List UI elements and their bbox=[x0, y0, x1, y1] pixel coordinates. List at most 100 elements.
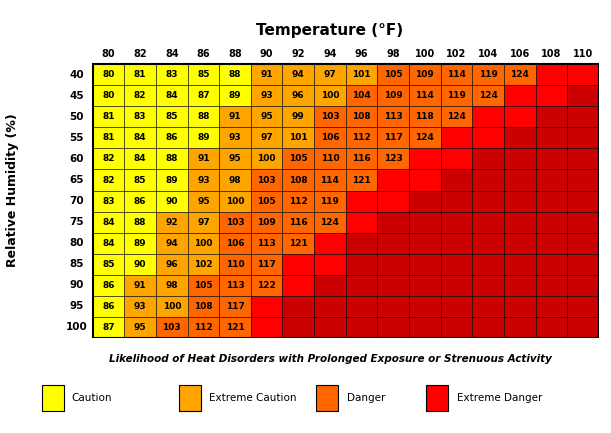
Bar bbox=[93, 65, 125, 85]
Bar bbox=[535, 296, 567, 317]
Text: 88: 88 bbox=[166, 155, 178, 164]
Bar bbox=[535, 65, 567, 85]
Text: 81: 81 bbox=[102, 113, 115, 121]
Bar bbox=[156, 149, 188, 169]
Bar bbox=[282, 191, 314, 212]
Text: 109: 109 bbox=[257, 217, 276, 226]
Bar bbox=[251, 65, 282, 85]
Text: 84: 84 bbox=[166, 91, 178, 100]
Bar bbox=[504, 85, 535, 107]
Bar bbox=[219, 65, 251, 85]
Bar bbox=[378, 317, 409, 338]
Bar bbox=[219, 254, 251, 275]
Bar bbox=[251, 149, 282, 169]
Bar bbox=[219, 191, 251, 212]
Bar bbox=[378, 169, 409, 191]
Bar bbox=[409, 65, 441, 85]
Text: 132: 132 bbox=[257, 323, 276, 332]
Bar bbox=[504, 317, 535, 338]
Bar bbox=[441, 212, 472, 233]
Bar bbox=[409, 127, 441, 149]
Text: 100: 100 bbox=[66, 322, 88, 332]
Text: 93: 93 bbox=[197, 175, 210, 184]
Bar bbox=[314, 127, 346, 149]
Bar bbox=[378, 149, 409, 169]
Bar bbox=[441, 149, 472, 169]
Text: 86: 86 bbox=[102, 302, 115, 311]
Text: 88: 88 bbox=[228, 49, 242, 59]
Text: 102: 102 bbox=[446, 49, 467, 59]
Bar bbox=[472, 85, 504, 107]
Bar bbox=[504, 233, 535, 254]
Text: 82: 82 bbox=[102, 155, 115, 164]
Text: 84: 84 bbox=[165, 49, 178, 59]
Text: 87: 87 bbox=[197, 91, 210, 100]
Bar bbox=[93, 275, 125, 296]
Bar bbox=[314, 65, 346, 85]
Bar bbox=[441, 233, 472, 254]
Text: 93: 93 bbox=[260, 91, 273, 100]
Bar bbox=[282, 317, 314, 338]
Bar bbox=[378, 275, 409, 296]
Bar bbox=[504, 149, 535, 169]
Bar bbox=[188, 212, 219, 233]
Bar bbox=[314, 191, 346, 212]
Bar bbox=[156, 65, 188, 85]
Bar bbox=[535, 233, 567, 254]
Text: 81: 81 bbox=[134, 70, 147, 79]
Text: 50: 50 bbox=[70, 112, 84, 122]
Bar bbox=[282, 127, 314, 149]
Bar bbox=[472, 127, 504, 149]
Bar bbox=[441, 107, 472, 127]
Text: 98: 98 bbox=[229, 175, 241, 184]
Bar bbox=[219, 212, 251, 233]
Text: Temperature (°F): Temperature (°F) bbox=[257, 23, 403, 38]
Text: 116: 116 bbox=[352, 155, 371, 164]
Bar bbox=[409, 212, 441, 233]
Bar bbox=[346, 169, 378, 191]
Bar bbox=[156, 317, 188, 338]
Text: 97: 97 bbox=[260, 133, 273, 142]
Text: 137: 137 bbox=[510, 113, 529, 121]
Bar bbox=[504, 275, 535, 296]
Bar bbox=[535, 191, 567, 212]
Text: 106: 106 bbox=[225, 239, 244, 248]
Text: 89: 89 bbox=[166, 175, 178, 184]
Text: 103: 103 bbox=[163, 323, 181, 332]
Text: 85: 85 bbox=[166, 113, 178, 121]
Text: 129: 129 bbox=[321, 239, 339, 248]
Text: 85: 85 bbox=[197, 70, 210, 79]
Bar bbox=[282, 169, 314, 191]
Bar bbox=[409, 254, 441, 275]
Bar bbox=[567, 233, 599, 254]
Bar bbox=[219, 127, 251, 149]
Bar bbox=[504, 296, 535, 317]
Bar bbox=[426, 385, 448, 411]
Text: 65: 65 bbox=[70, 175, 84, 185]
Bar bbox=[441, 275, 472, 296]
Bar bbox=[93, 107, 125, 127]
Text: 89: 89 bbox=[229, 91, 241, 100]
Text: Relative Humidity (%): Relative Humidity (%) bbox=[5, 113, 19, 268]
Text: 100: 100 bbox=[415, 49, 435, 59]
Bar bbox=[42, 385, 64, 411]
Bar bbox=[567, 254, 599, 275]
Bar bbox=[535, 275, 567, 296]
Bar bbox=[156, 254, 188, 275]
Bar bbox=[472, 65, 504, 85]
Text: 70: 70 bbox=[70, 196, 84, 206]
Bar bbox=[314, 107, 346, 127]
Bar bbox=[441, 317, 472, 338]
Bar bbox=[282, 149, 314, 169]
Text: 119: 119 bbox=[478, 70, 497, 79]
Bar bbox=[156, 127, 188, 149]
Bar bbox=[314, 275, 346, 296]
Text: 130: 130 bbox=[447, 133, 466, 142]
Bar bbox=[156, 212, 188, 233]
Bar bbox=[504, 212, 535, 233]
Text: 105: 105 bbox=[194, 281, 213, 290]
Bar bbox=[378, 85, 409, 107]
Bar bbox=[219, 149, 251, 169]
Text: 112: 112 bbox=[194, 323, 213, 332]
Text: 100: 100 bbox=[194, 239, 213, 248]
